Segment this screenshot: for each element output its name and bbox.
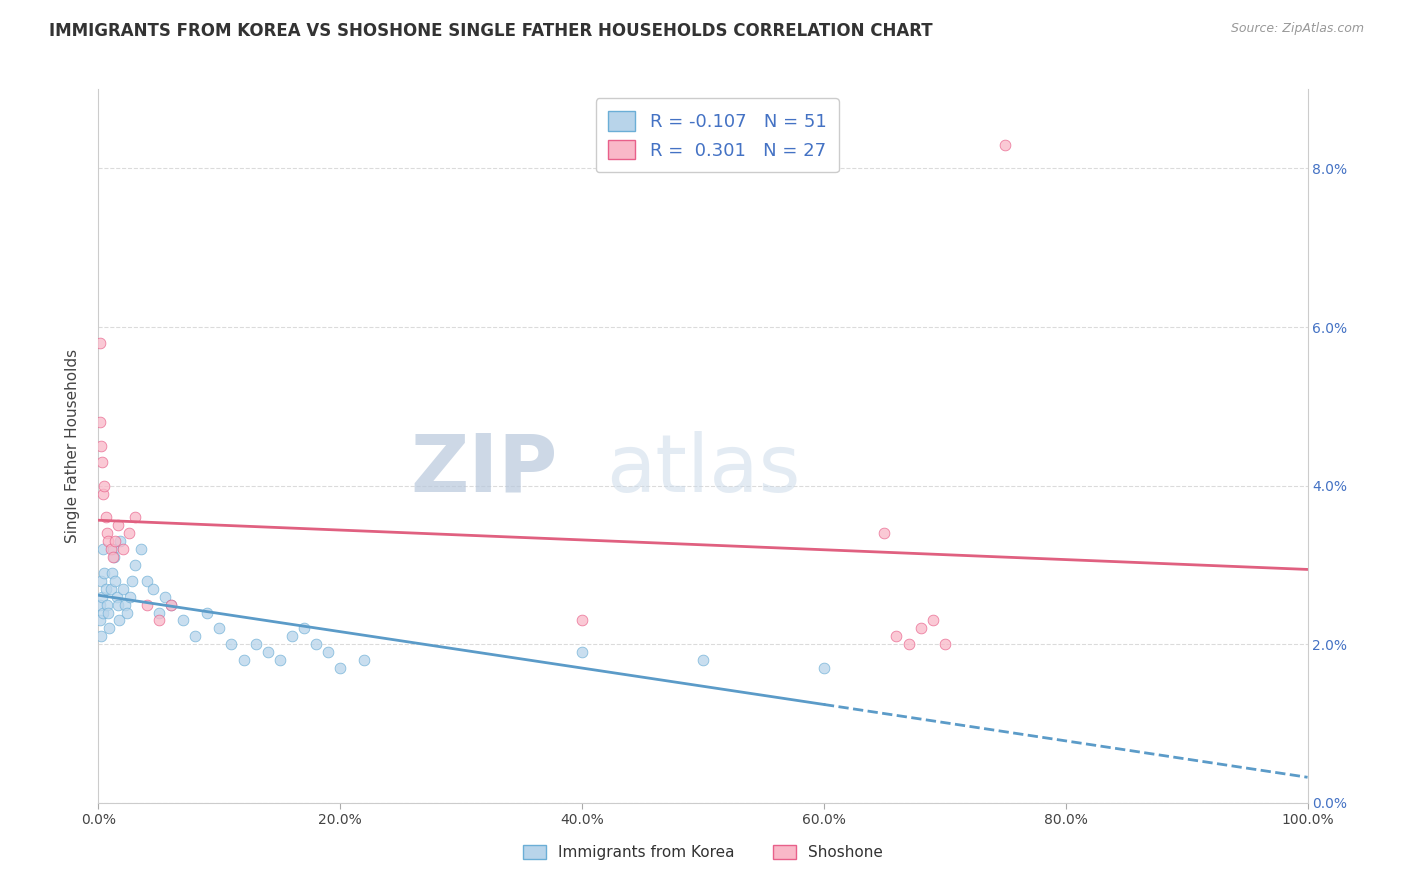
Point <box>90 574 112 588</box>
Point <box>91 455 114 469</box>
Point <box>172 614 194 628</box>
Point <box>121 574 143 588</box>
Point <box>153 590 176 604</box>
Point <box>329 661 352 675</box>
Point <box>281 629 304 643</box>
Point <box>316 645 339 659</box>
Point <box>114 598 136 612</box>
Point <box>571 645 593 659</box>
Point <box>142 582 165 596</box>
Point <box>111 582 134 596</box>
Point <box>91 542 114 557</box>
Point <box>98 621 121 635</box>
Point <box>118 590 141 604</box>
Point <box>129 542 152 557</box>
Point <box>105 590 128 604</box>
Point <box>124 558 146 572</box>
Point <box>934 637 956 651</box>
Point <box>89 598 111 612</box>
Point <box>91 486 114 500</box>
Point <box>104 574 127 588</box>
Point <box>91 606 114 620</box>
Point <box>910 621 932 635</box>
Point <box>91 590 114 604</box>
Point <box>90 439 112 453</box>
Point <box>813 661 835 675</box>
Point <box>104 534 127 549</box>
Point <box>89 614 111 628</box>
Point <box>886 629 908 643</box>
Point <box>135 574 157 588</box>
Point <box>292 621 315 635</box>
Point <box>160 598 183 612</box>
Point <box>107 518 129 533</box>
Point <box>100 566 122 580</box>
Point <box>160 598 183 612</box>
Point <box>124 510 146 524</box>
Point <box>100 582 122 596</box>
Point <box>353 653 375 667</box>
Text: Source: ZipAtlas.com: Source: ZipAtlas.com <box>1230 22 1364 36</box>
Text: IMMIGRANTS FROM KOREA VS SHOSHONE SINGLE FATHER HOUSEHOLDS CORRELATION CHART: IMMIGRANTS FROM KOREA VS SHOSHONE SINGLE… <box>49 22 932 40</box>
Point <box>195 606 218 620</box>
Point <box>97 534 120 549</box>
Point <box>873 526 896 541</box>
Point <box>118 526 141 541</box>
Point <box>94 510 117 524</box>
Point <box>108 534 131 549</box>
Point <box>305 637 328 651</box>
Point <box>93 566 115 580</box>
Point <box>208 621 231 635</box>
Point <box>96 526 118 541</box>
Point <box>117 606 139 620</box>
Point <box>692 653 714 667</box>
Point <box>571 614 593 628</box>
Y-axis label: Single Father Households: Single Father Households <box>65 349 80 543</box>
Point <box>97 606 120 620</box>
Point <box>148 614 170 628</box>
Point <box>994 137 1017 152</box>
Point <box>111 542 134 557</box>
Point <box>232 653 254 667</box>
Point <box>107 598 129 612</box>
Point <box>89 335 111 350</box>
Point <box>96 598 118 612</box>
Point <box>221 637 243 651</box>
Point <box>101 542 124 557</box>
Point <box>93 478 115 492</box>
Point <box>135 598 157 612</box>
Point <box>245 637 267 651</box>
Point <box>90 629 112 643</box>
Point <box>897 637 920 651</box>
Point <box>101 549 124 564</box>
Point <box>184 629 207 643</box>
Point <box>269 653 291 667</box>
Point <box>94 582 117 596</box>
Point <box>100 542 122 557</box>
Point <box>921 614 943 628</box>
Point <box>89 415 111 429</box>
Text: atlas: atlas <box>606 431 800 508</box>
Point <box>103 549 125 564</box>
Point <box>256 645 278 659</box>
Point <box>108 614 131 628</box>
Text: ZIP: ZIP <box>411 431 558 508</box>
Legend: Immigrants from Korea, Shoshone: Immigrants from Korea, Shoshone <box>517 839 889 866</box>
Point <box>148 606 170 620</box>
